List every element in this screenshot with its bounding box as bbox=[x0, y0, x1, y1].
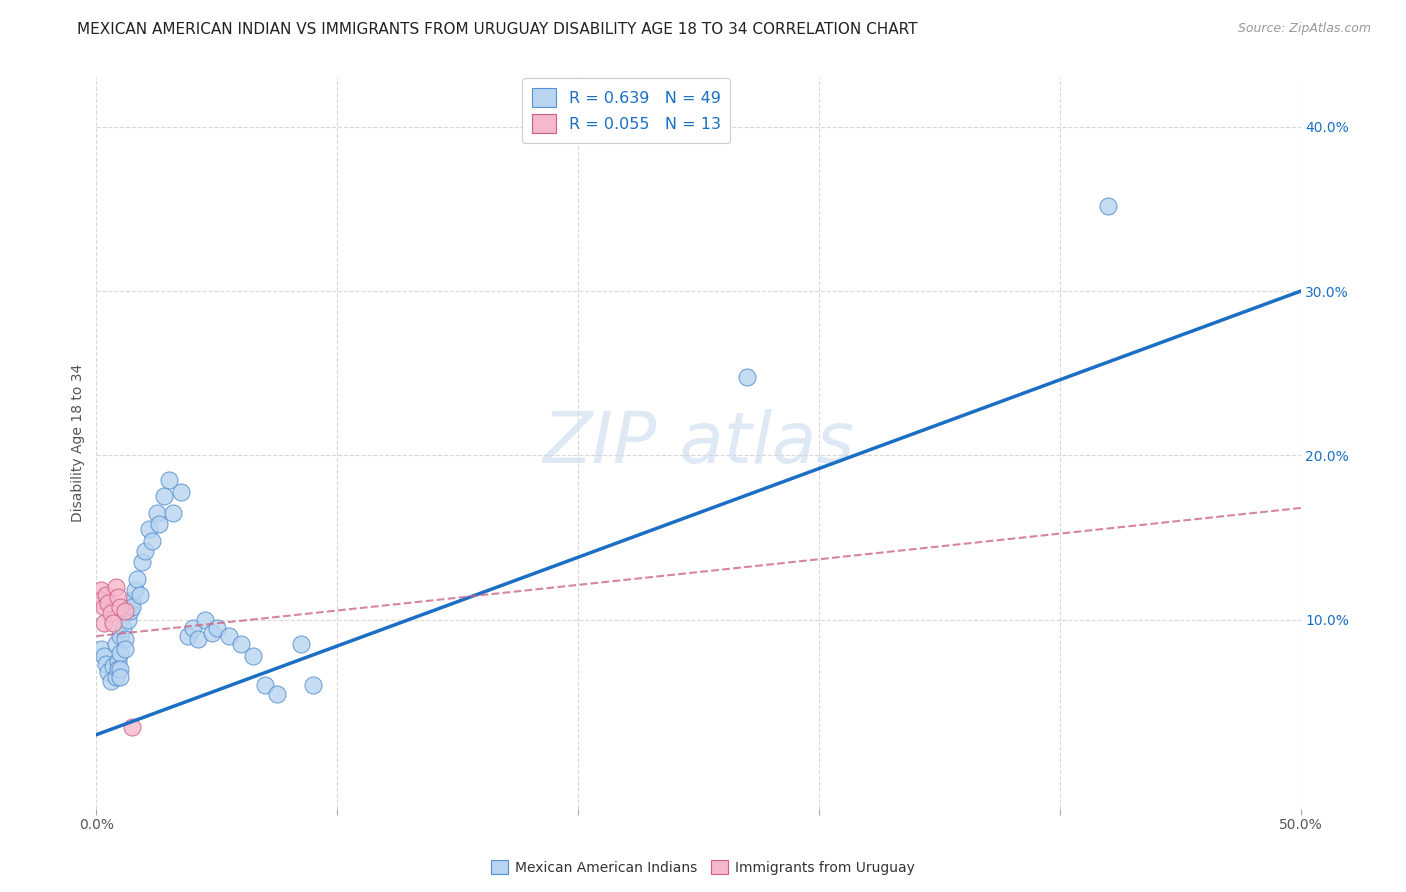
Point bbox=[110, 670, 132, 684]
Point bbox=[114, 632, 136, 647]
Point bbox=[104, 637, 127, 651]
Point bbox=[121, 599, 143, 614]
Point bbox=[114, 642, 136, 657]
Point bbox=[141, 533, 163, 548]
Point bbox=[104, 670, 127, 684]
Legend: R = 0.639   N = 49, R = 0.055   N = 13: R = 0.639 N = 49, R = 0.055 N = 13 bbox=[523, 78, 730, 143]
Point bbox=[1097, 199, 1119, 213]
Point bbox=[110, 599, 132, 614]
Point bbox=[302, 678, 325, 692]
Point bbox=[253, 678, 276, 692]
Point bbox=[107, 590, 129, 604]
Point bbox=[104, 580, 127, 594]
Point bbox=[97, 596, 120, 610]
Point bbox=[153, 490, 176, 504]
Point bbox=[121, 593, 143, 607]
Point bbox=[100, 673, 122, 688]
Point bbox=[107, 662, 129, 676]
Point bbox=[117, 613, 139, 627]
Point bbox=[94, 588, 117, 602]
Point bbox=[90, 593, 112, 607]
Point bbox=[103, 658, 125, 673]
Point bbox=[229, 637, 252, 651]
Point bbox=[131, 555, 153, 569]
Point bbox=[242, 648, 264, 663]
Point bbox=[107, 654, 129, 668]
Point bbox=[194, 613, 217, 627]
Point bbox=[735, 369, 758, 384]
Text: Source: ZipAtlas.com: Source: ZipAtlas.com bbox=[1237, 22, 1371, 36]
Y-axis label: Disability Age 18 to 34: Disability Age 18 to 34 bbox=[72, 364, 86, 522]
Point bbox=[120, 605, 142, 619]
Point bbox=[100, 606, 122, 620]
Point bbox=[114, 605, 136, 619]
Point bbox=[94, 657, 117, 671]
Point bbox=[169, 484, 191, 499]
Point bbox=[134, 543, 156, 558]
Point bbox=[97, 665, 120, 680]
Point bbox=[124, 583, 146, 598]
Legend: Mexican American Indians, Immigrants from Uruguay: Mexican American Indians, Immigrants fro… bbox=[486, 855, 920, 880]
Point bbox=[157, 473, 180, 487]
Point bbox=[205, 621, 228, 635]
Text: ZIP atlas: ZIP atlas bbox=[543, 409, 855, 477]
Point bbox=[290, 637, 312, 651]
Point bbox=[110, 629, 132, 643]
Point bbox=[145, 506, 167, 520]
Point bbox=[110, 646, 132, 660]
Point bbox=[111, 621, 134, 635]
Point bbox=[162, 506, 184, 520]
Point bbox=[93, 615, 115, 630]
Point bbox=[93, 599, 115, 614]
Point bbox=[201, 625, 224, 640]
Point bbox=[266, 687, 288, 701]
Point bbox=[218, 629, 240, 643]
Point bbox=[121, 719, 143, 733]
Point bbox=[128, 588, 150, 602]
Point bbox=[110, 662, 132, 676]
Point bbox=[181, 621, 204, 635]
Point bbox=[148, 517, 170, 532]
Point bbox=[186, 632, 208, 647]
Point bbox=[93, 648, 115, 663]
Point bbox=[177, 629, 200, 643]
Point bbox=[127, 572, 149, 586]
Point bbox=[103, 615, 125, 630]
Point bbox=[90, 583, 112, 598]
Point bbox=[138, 522, 160, 536]
Text: MEXICAN AMERICAN INDIAN VS IMMIGRANTS FROM URUGUAY DISABILITY AGE 18 TO 34 CORRE: MEXICAN AMERICAN INDIAN VS IMMIGRANTS FR… bbox=[77, 22, 918, 37]
Point bbox=[90, 642, 112, 657]
